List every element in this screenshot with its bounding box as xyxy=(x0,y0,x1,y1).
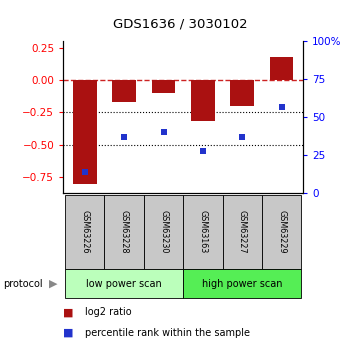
Point xyxy=(200,148,206,154)
Text: low power scan: low power scan xyxy=(86,279,162,289)
Bar xyxy=(191,80,215,121)
Text: ■: ■ xyxy=(63,328,74,338)
Text: GDS1636 / 3030102: GDS1636 / 3030102 xyxy=(113,17,248,30)
Text: GSM63229: GSM63229 xyxy=(277,210,286,254)
Point xyxy=(239,134,245,140)
Point xyxy=(82,169,88,175)
Text: GSM63163: GSM63163 xyxy=(199,210,207,254)
Bar xyxy=(230,80,254,106)
Bar xyxy=(152,80,175,93)
Bar xyxy=(112,80,136,102)
Point xyxy=(279,104,284,109)
Point xyxy=(121,134,127,140)
Text: ■: ■ xyxy=(63,307,74,317)
Text: protocol: protocol xyxy=(4,279,43,289)
Bar xyxy=(270,57,293,80)
Text: GSM63227: GSM63227 xyxy=(238,210,247,254)
Text: GSM63226: GSM63226 xyxy=(80,210,89,254)
Text: log2 ratio: log2 ratio xyxy=(85,307,131,317)
Point xyxy=(161,130,166,135)
Text: ▶: ▶ xyxy=(49,279,58,289)
Text: GSM63230: GSM63230 xyxy=(159,210,168,254)
Bar xyxy=(73,80,97,184)
Text: percentile rank within the sample: percentile rank within the sample xyxy=(85,328,250,338)
Text: high power scan: high power scan xyxy=(202,279,283,289)
Text: GSM63228: GSM63228 xyxy=(120,210,129,254)
